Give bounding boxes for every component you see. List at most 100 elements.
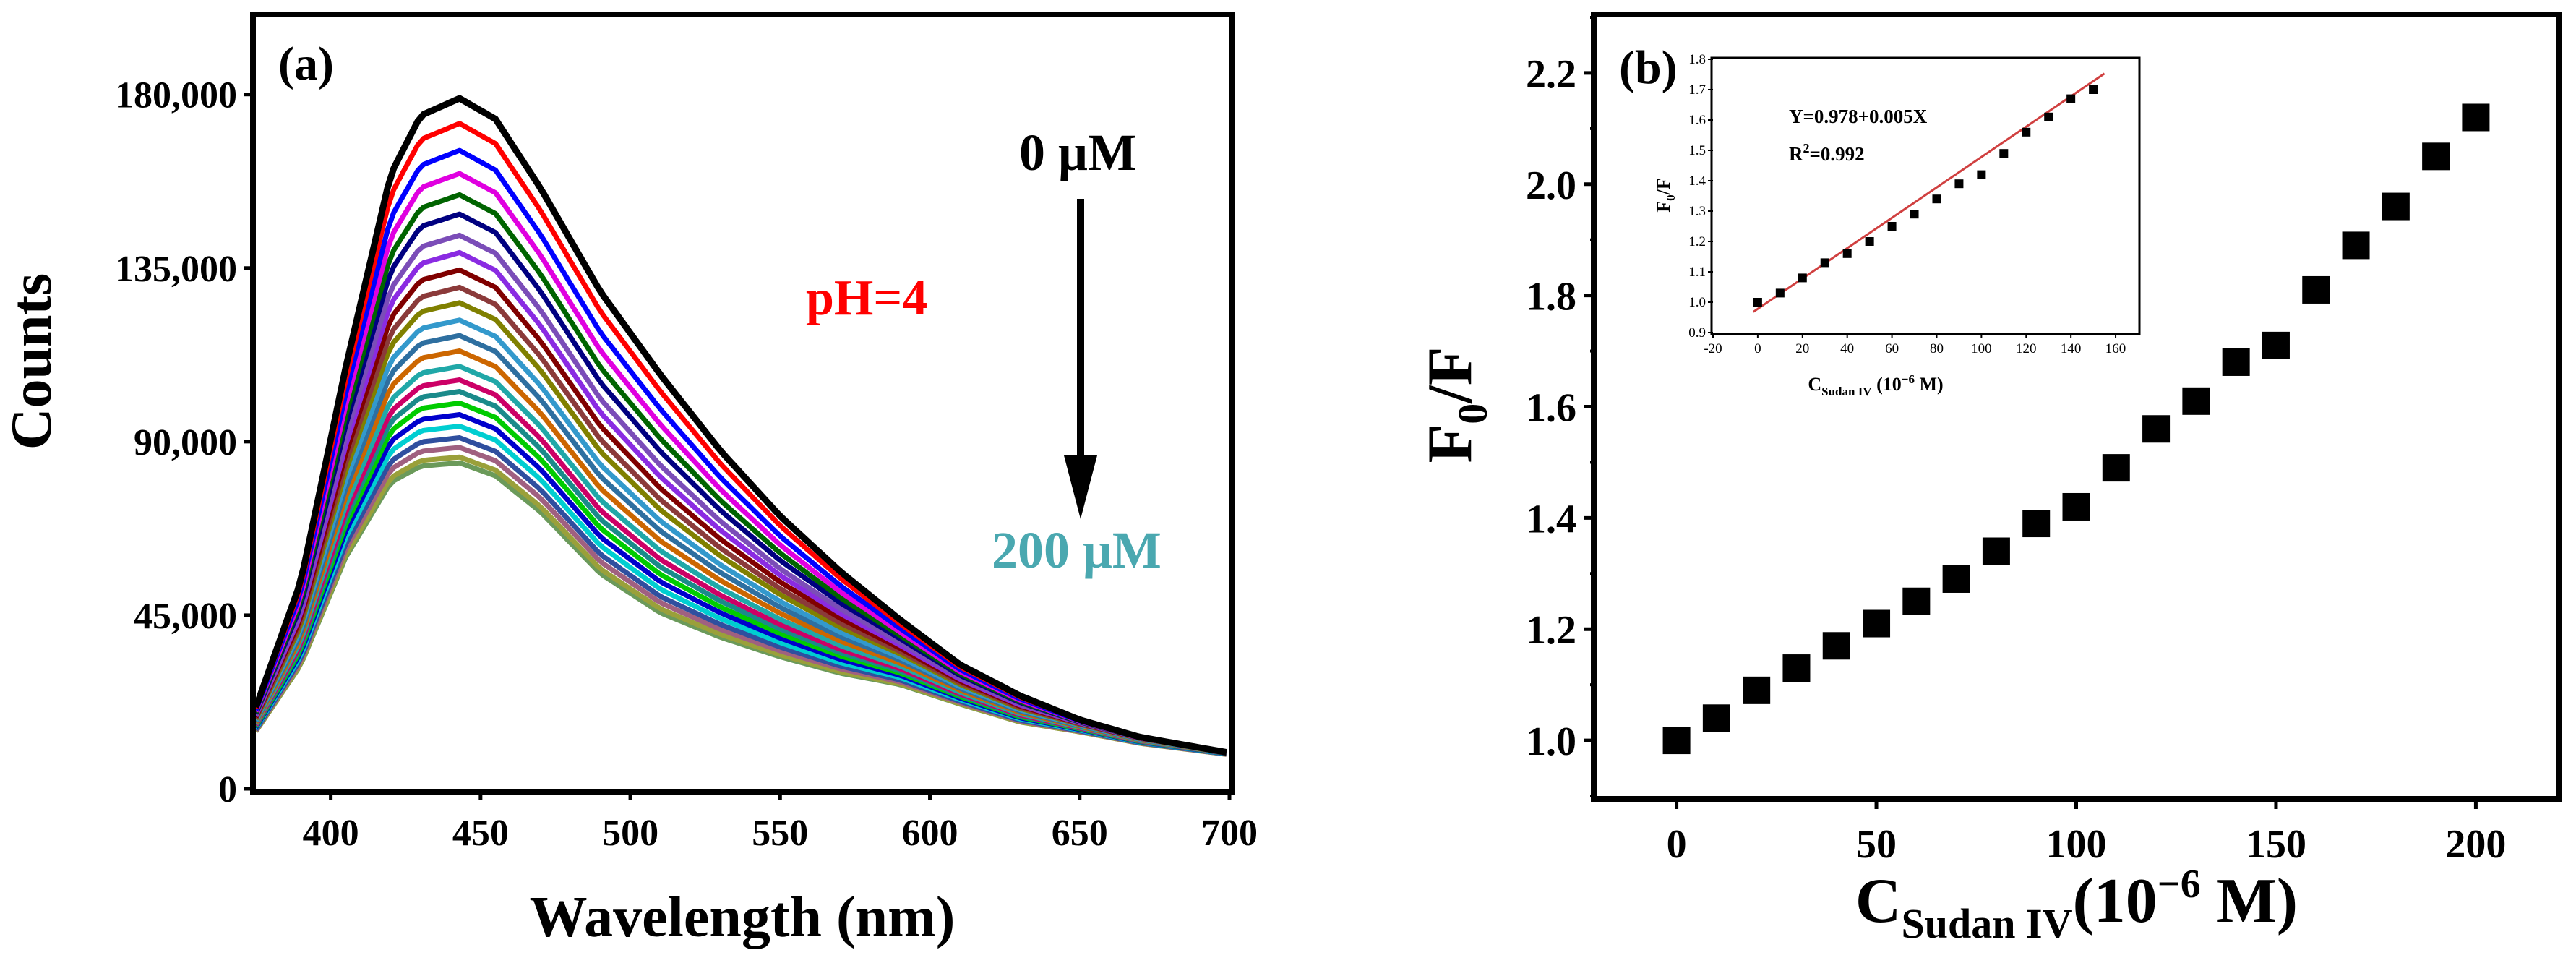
inset-y-tick-label: 1.1 <box>1688 265 1706 280</box>
data-point-b <box>1863 609 1891 638</box>
inset-data-point <box>1820 258 1829 268</box>
annotation-0uM: 0 μM <box>1019 124 1137 181</box>
inset-y-label-main: F <box>1653 201 1674 213</box>
panel-a-frame <box>250 12 1235 795</box>
inset-x-label-suffix: M) <box>1915 374 1944 395</box>
y-tick-label-b: 1.4 <box>1526 497 1576 542</box>
data-point-b <box>2262 331 2290 359</box>
y-tick-label-a: 45,000 <box>134 596 237 637</box>
x-tick-label-b: 50 <box>1856 822 1897 867</box>
inset-r2-exp: 2 <box>1803 141 1810 155</box>
panel-a-ticks: 400 450 500 550 600 650 700 0 45,000 90,000 135,00… <box>115 75 1258 854</box>
inset-points <box>1753 85 2098 307</box>
data-point-b <box>2182 387 2210 415</box>
inset-y-tick-label: 1.2 <box>1688 234 1706 249</box>
inset-data-point <box>2066 94 2076 103</box>
inset-data-point <box>1775 288 1785 298</box>
x-tick-label-a: 600 <box>902 813 958 854</box>
inset-data-point <box>1932 194 1941 204</box>
inset-y-tick-label: 1.0 <box>1688 295 1706 310</box>
inset-x-tick-label: 140 <box>2061 341 2082 356</box>
y-axis-label-a: Counts <box>0 273 64 450</box>
inset-y-tick-label: 1.4 <box>1688 174 1706 189</box>
panel-a-label: (a) <box>278 38 334 90</box>
inset-x-tick-label: 100 <box>1971 341 1992 356</box>
y-label-b-main: F <box>1415 424 1485 463</box>
y-axis-label-b: F0/F <box>1415 347 1496 463</box>
data-point-b <box>1782 654 1811 682</box>
inset-y-tick-label: 1.8 <box>1688 52 1706 67</box>
x-tick-label-b: 0 <box>1667 822 1687 867</box>
y-tick-label-b: 1.2 <box>1526 608 1576 653</box>
data-point-b <box>1702 704 1730 732</box>
annotation-200uM: 200 μM <box>992 521 1162 579</box>
inset-r2: R2=0.992 <box>1789 141 1865 165</box>
x-tick-label-a: 500 <box>602 813 658 854</box>
inset-data-point <box>2089 85 2098 94</box>
y-label-b-suffix: /F <box>1415 347 1485 404</box>
inset-x-tick-label: 0 <box>1754 341 1761 356</box>
panel-b-label: (b) <box>1619 41 1678 94</box>
y-tick-label-a: 180,000 <box>115 75 237 116</box>
data-point-b <box>1662 727 1691 755</box>
inset-x-tick-label: 160 <box>2105 341 2126 356</box>
x-tick-label-a: 550 <box>752 813 808 854</box>
inset-frame <box>1710 56 2141 335</box>
inset-data-point <box>1999 149 2009 158</box>
x-label-b-exp: −6 <box>2158 862 2201 907</box>
y-tick-label-a: 0 <box>218 769 237 810</box>
x-tick-label-b: 150 <box>2246 822 2306 867</box>
inset-data-point <box>1887 222 1897 231</box>
x-label-b-unit: (10 <box>2072 866 2157 936</box>
data-point-b <box>1982 537 2010 565</box>
inset-data-point <box>1865 237 1874 246</box>
x-tick-label-b: 200 <box>2445 822 2506 867</box>
inset-x-label: CSudan IV (10−6 M) <box>1808 372 1943 398</box>
y-tick-label-b: 2.0 <box>1526 163 1576 208</box>
inset-x-tick-label: 80 <box>1930 341 1944 356</box>
data-point-b <box>2062 492 2090 521</box>
data-point-b <box>2102 454 2130 482</box>
x-tick-label-a: 450 <box>452 813 509 854</box>
data-point-b <box>1902 587 1931 615</box>
data-point-b <box>2222 348 2250 376</box>
inset-x-label-unit: (10 <box>1872 374 1902 395</box>
inset-data-point <box>1753 298 1762 307</box>
inset-ticks: -20 0 20 40 60 80 100 120 140 160 0.9 1.0 1.1 1.2 1.3 1… <box>1688 52 2126 356</box>
inset-data-point <box>1954 179 1964 189</box>
inset-y-tick-label: 1.5 <box>1688 143 1706 158</box>
inset-x-tick-label: 40 <box>1840 341 1854 356</box>
inset-x-tick-label: -20 <box>1704 341 1722 356</box>
inset-y-tick-label: 0.9 <box>1688 325 1706 341</box>
spectra-curves <box>252 95 1227 757</box>
y-tick-label-b: 1.0 <box>1526 719 1576 764</box>
x-tick-label-a: 650 <box>1052 813 1108 854</box>
inset-r2-value: =0.992 <box>1810 143 1865 165</box>
x-label-b-suffix: M) <box>2201 866 2298 936</box>
inset-x-tick-label: 120 <box>2016 341 2037 356</box>
x-tick-label-a: 400 <box>303 813 359 854</box>
panel-b-points <box>1662 103 2490 755</box>
data-point-b <box>2422 142 2450 171</box>
inset-y-label-suffix: /F <box>1653 178 1674 195</box>
panel-a-spectra: 400 450 500 550 600 650 700 0 45,000 90,000 135,00… <box>0 12 1258 949</box>
x-axis-label-a: Wavelength (nm) <box>530 886 956 949</box>
data-point-b <box>2342 231 2370 260</box>
inset-x-label-sub: Sudan IV <box>1821 385 1872 398</box>
inset-y-tick-label: 1.3 <box>1688 204 1706 219</box>
x-axis-label-b: CSudan IV(10−6 M) <box>1855 862 2298 947</box>
data-point-b <box>2142 415 2171 443</box>
y-tick-label-a: 135,000 <box>115 249 237 290</box>
inset-y-tick-label: 1.7 <box>1688 82 1706 98</box>
inset-y-label: F0/F <box>1653 178 1678 213</box>
inset-x-tick-label: 20 <box>1795 341 1809 356</box>
x-tick-label-b: 100 <box>2046 822 2107 867</box>
inset-y-label-sub: 0 <box>1664 194 1678 201</box>
data-point-b <box>1743 676 1771 704</box>
inset-r2-prefix: R <box>1789 143 1803 165</box>
inset-data-point <box>1842 249 1852 258</box>
data-point-b <box>2302 275 2330 304</box>
y-tick-label-b: 1.6 <box>1526 386 1576 431</box>
